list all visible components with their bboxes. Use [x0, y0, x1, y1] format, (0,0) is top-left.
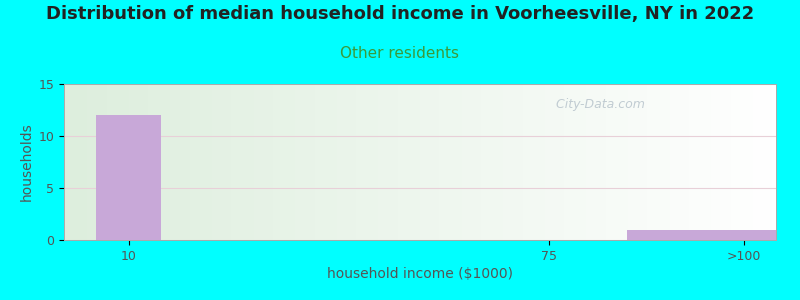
Bar	[96, 115, 161, 240]
Bar	[627, 230, 776, 240]
X-axis label: household income ($1000): household income ($1000)	[327, 267, 513, 281]
Text: City-Data.com: City-Data.com	[548, 98, 645, 111]
Text: Other residents: Other residents	[341, 46, 459, 62]
Y-axis label: households: households	[20, 123, 34, 201]
Text: Distribution of median household income in Voorheesville, NY in 2022: Distribution of median household income …	[46, 4, 754, 22]
